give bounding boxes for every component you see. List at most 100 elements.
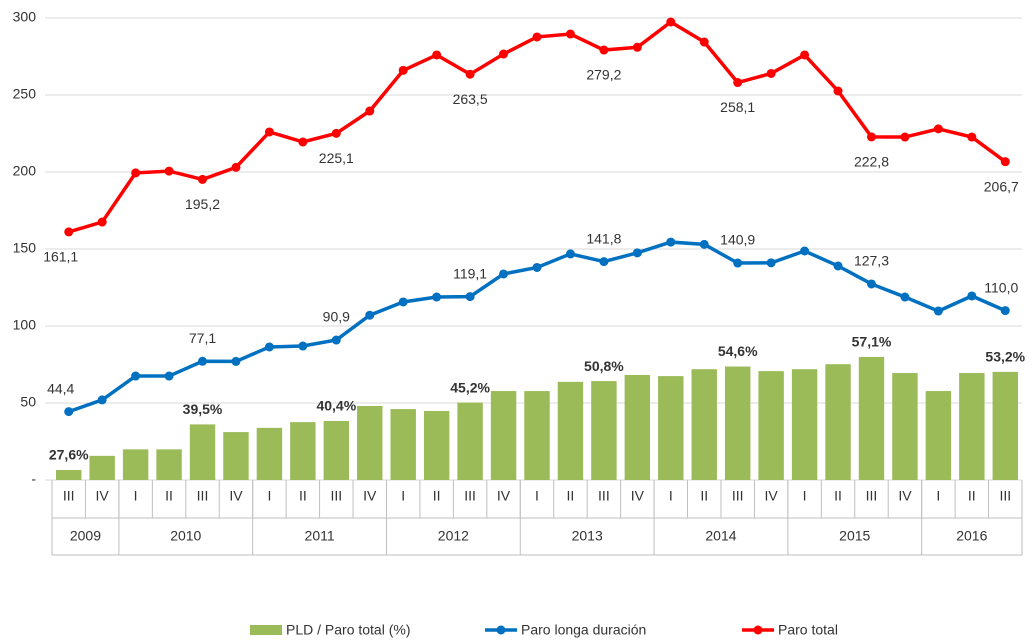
point: [264, 342, 274, 352]
data-label: 110,0: [984, 279, 1018, 295]
data-label: 195,2: [185, 196, 220, 212]
point: [766, 68, 776, 78]
data-label: 45,2%: [450, 379, 490, 395]
point: [465, 69, 475, 79]
year-label: 2012: [438, 528, 469, 544]
point: [231, 356, 241, 366]
year-label: 2011: [305, 528, 335, 544]
data-label: 27,6%: [49, 447, 89, 463]
bar: [323, 420, 350, 480]
point: [331, 128, 341, 138]
bar: [591, 381, 617, 480]
data-label: 57,1%: [852, 334, 892, 350]
point: [398, 65, 408, 75]
point: [97, 217, 107, 227]
point: [131, 371, 141, 381]
x-tick-label: III: [732, 488, 744, 504]
data-label: 258,1: [720, 99, 755, 115]
point: [666, 17, 676, 27]
point: [365, 310, 375, 320]
bar: [156, 449, 182, 480]
legend-swatch: [250, 625, 282, 635]
year-label: 2010: [170, 528, 201, 544]
data-label: 127,3: [854, 253, 889, 269]
point: [532, 262, 542, 272]
point: [866, 279, 876, 289]
legend-swatch: [496, 625, 506, 635]
year-label: 2016: [956, 528, 987, 544]
year-label: 2014: [705, 528, 736, 544]
year-label: 2015: [839, 528, 870, 544]
x-tick-label: III: [999, 488, 1011, 504]
point: [398, 297, 408, 307]
y-tick-label: 300: [13, 9, 37, 25]
point: [900, 292, 910, 302]
point: [499, 49, 509, 59]
bar: [791, 369, 818, 480]
data-label: 50,8%: [584, 358, 624, 374]
point: [264, 127, 274, 137]
data-label: 39,5%: [183, 401, 223, 417]
point: [933, 124, 943, 134]
bar: [122, 449, 149, 480]
point: [866, 132, 876, 142]
x-tick-label: IV: [96, 488, 110, 504]
x-tick-label: III: [464, 488, 476, 504]
x-tick-label: IV: [631, 488, 645, 504]
x-tick-label: III: [330, 488, 342, 504]
point: [565, 249, 575, 259]
x-tick-label: I: [267, 488, 271, 504]
data-label: 222,8: [854, 154, 889, 170]
x-tick-label: III: [598, 488, 610, 504]
point: [632, 42, 642, 52]
data-label: 119,1: [453, 265, 487, 281]
x-tick-label: II: [299, 488, 307, 504]
bar: [892, 373, 918, 480]
data-label: 54,6%: [718, 343, 758, 359]
point: [64, 227, 74, 237]
x-tick-label: I: [803, 488, 807, 504]
point: [365, 106, 375, 116]
x-tick-label: II: [700, 488, 708, 504]
x-tick-label: I: [401, 488, 405, 504]
x-tick-label: II: [968, 488, 976, 504]
year-label: 2009: [70, 528, 101, 544]
x-tick-label: I: [134, 488, 138, 504]
bar: [256, 427, 283, 480]
point: [164, 166, 174, 176]
bar: [624, 374, 651, 480]
x-tick-label: IV: [497, 488, 511, 504]
y-tick-label: 100: [13, 317, 37, 333]
x-tick-label: IV: [363, 488, 377, 504]
point: [198, 174, 208, 184]
point: [298, 341, 308, 351]
data-label: 161,1: [43, 249, 78, 265]
bar: [557, 381, 584, 480]
data-label: 279,2: [586, 67, 621, 83]
x-tick-label: III: [197, 488, 209, 504]
data-label: 44,4: [47, 380, 74, 396]
bar: [825, 364, 851, 480]
bar: [858, 356, 885, 480]
y-tick-label: 200: [13, 163, 37, 179]
data-label: 40,4%: [316, 398, 356, 414]
point: [699, 239, 709, 249]
x-tick-label: II: [433, 488, 441, 504]
point: [97, 395, 107, 405]
point: [632, 248, 642, 258]
point: [198, 356, 208, 366]
x-tick-label: III: [866, 488, 878, 504]
bar: [357, 406, 383, 480]
bar: [390, 409, 416, 480]
point: [231, 162, 241, 172]
point: [64, 407, 74, 417]
point: [532, 32, 542, 42]
y-tick-label: 250: [13, 86, 37, 102]
point: [699, 37, 709, 47]
point: [666, 237, 676, 247]
point: [131, 168, 141, 178]
point: [967, 291, 977, 301]
point: [766, 258, 776, 268]
bar: [189, 424, 216, 480]
